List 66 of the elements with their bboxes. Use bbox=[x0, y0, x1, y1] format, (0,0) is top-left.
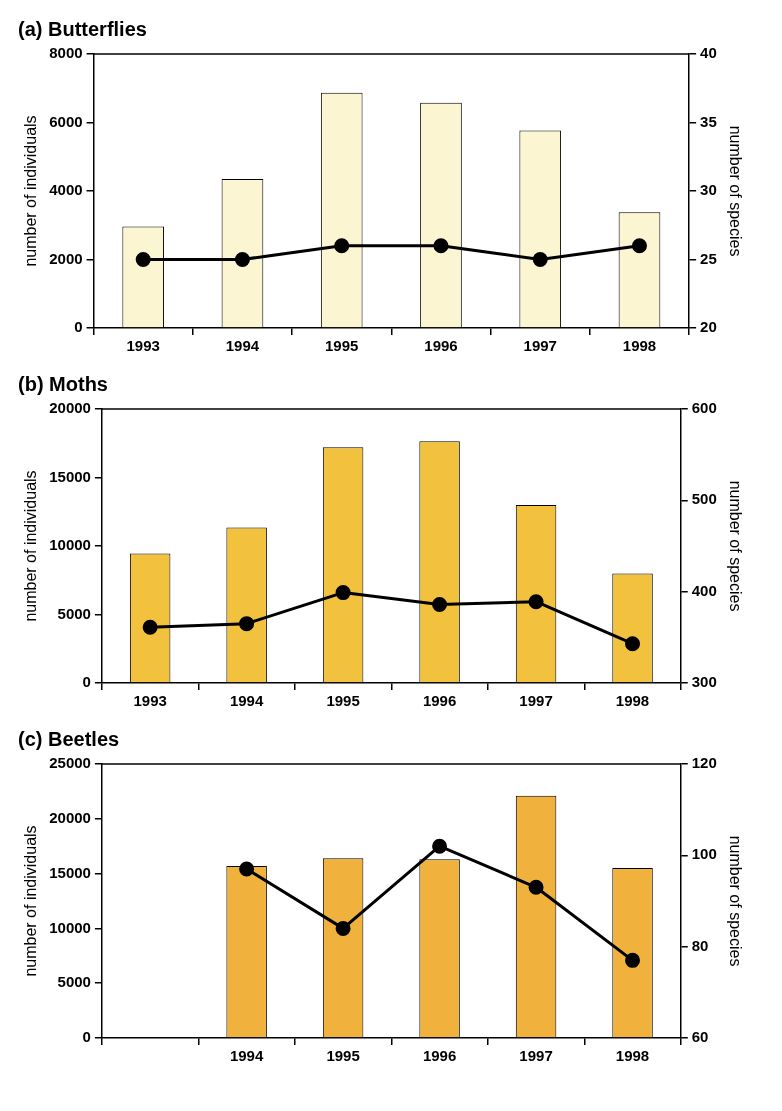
point bbox=[625, 952, 641, 968]
x-tick-label: 1995 bbox=[326, 692, 360, 710]
y2-axis-title: number of species bbox=[726, 480, 744, 612]
y-tick-label: 15000 bbox=[49, 863, 91, 881]
chart-title: (b) Moths bbox=[18, 372, 108, 395]
y2-tick-label: 500 bbox=[691, 490, 717, 508]
y-tick-label: 6000 bbox=[49, 112, 83, 130]
x-tick-label: 1997 bbox=[519, 1047, 553, 1065]
point bbox=[528, 594, 544, 610]
x-tick-label: 1995 bbox=[325, 337, 359, 355]
y2-axis-title: number of species bbox=[726, 125, 744, 257]
y-tick-label: 2000 bbox=[49, 249, 83, 267]
y-tick-label: 20000 bbox=[49, 399, 91, 417]
point bbox=[335, 920, 351, 936]
y-tick-label: 0 bbox=[82, 673, 91, 691]
chart-title: (c) Beetles bbox=[18, 727, 120, 750]
y-tick-label: 0 bbox=[82, 1028, 91, 1046]
y2-tick-label: 80 bbox=[691, 936, 709, 954]
point bbox=[432, 596, 448, 612]
y-tick-label: 8000 bbox=[49, 44, 83, 62]
x-tick-label: 1996 bbox=[422, 692, 457, 710]
x-tick-label: 1997 bbox=[523, 337, 557, 355]
y2-tick-label: 400 bbox=[691, 581, 717, 599]
y-tick-label: 15000 bbox=[49, 467, 91, 485]
x-tick-label: 1996 bbox=[422, 1047, 457, 1065]
y-tick-label: 20000 bbox=[49, 808, 91, 826]
y-tick-label: 5000 bbox=[57, 604, 91, 622]
x-tick-label: 1994 bbox=[229, 692, 264, 710]
x-tick-label: 1996 bbox=[424, 337, 458, 355]
y2-tick-label: 30 bbox=[700, 181, 717, 199]
point bbox=[335, 585, 351, 601]
x-tick-label: 1998 bbox=[615, 1047, 650, 1065]
y2-axis-title: number of species bbox=[726, 835, 744, 967]
x-tick-label: 1993 bbox=[126, 337, 160, 355]
y-tick-label: 10000 bbox=[49, 536, 91, 554]
y-tick-label: 4000 bbox=[49, 181, 83, 199]
point bbox=[432, 838, 448, 854]
y-axis-title: number of individuals bbox=[22, 470, 40, 622]
y2-tick-label: 600 bbox=[691, 399, 717, 417]
y2-tick-label: 25 bbox=[700, 249, 717, 267]
x-tick-label: 1997 bbox=[519, 692, 553, 710]
y2-tick-label: 300 bbox=[691, 673, 717, 691]
y-axis-title: number of individuals bbox=[22, 115, 40, 267]
y2-tick-label: 120 bbox=[691, 754, 717, 772]
y2-tick-label: 40 bbox=[700, 44, 717, 62]
x-tick-label: 1994 bbox=[229, 1047, 264, 1065]
x-tick-label: 1995 bbox=[326, 1047, 360, 1065]
y-tick-label: 0 bbox=[74, 318, 83, 336]
x-tick-label: 1998 bbox=[615, 692, 650, 710]
point bbox=[142, 619, 158, 635]
point bbox=[239, 861, 255, 877]
y2-tick-label: 100 bbox=[691, 845, 717, 863]
chart-title: (a) Butterflies bbox=[18, 17, 147, 40]
point bbox=[528, 879, 544, 895]
point bbox=[625, 636, 641, 652]
x-tick-label: 1994 bbox=[225, 337, 260, 355]
y-tick-label: 25000 bbox=[49, 754, 91, 772]
x-tick-label: 1993 bbox=[133, 692, 167, 710]
y-axis-title: number of individuals bbox=[22, 825, 40, 977]
y-tick-label: 10000 bbox=[49, 918, 91, 936]
y2-tick-label: 35 bbox=[700, 112, 717, 130]
y2-tick-label: 20 bbox=[700, 318, 717, 336]
y2-tick-label: 60 bbox=[691, 1028, 709, 1046]
point bbox=[239, 616, 255, 632]
y-tick-label: 5000 bbox=[57, 973, 91, 991]
x-tick-label: 1998 bbox=[622, 337, 657, 355]
